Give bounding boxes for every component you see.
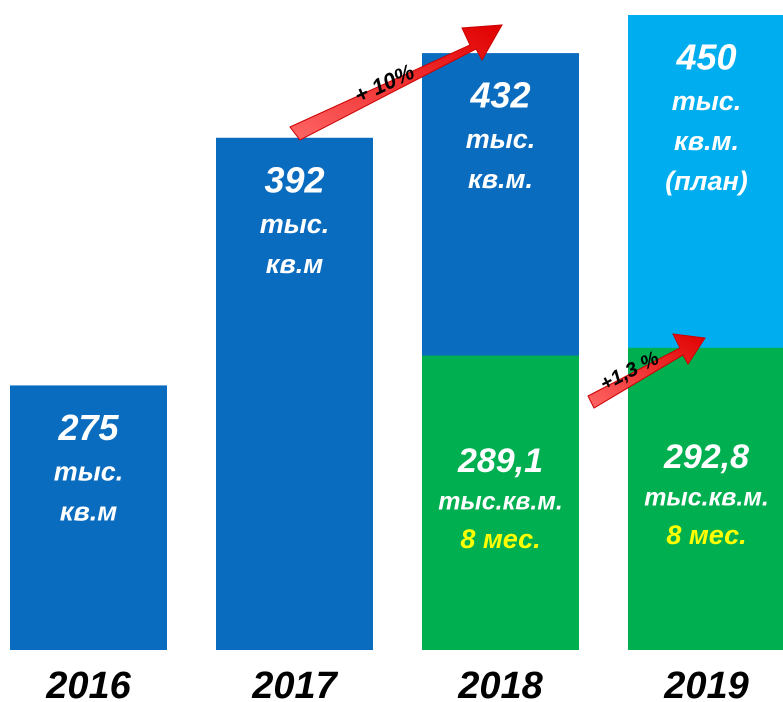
bar-value-label: 275	[57, 407, 119, 448]
x-tick-label: 2016	[45, 665, 131, 702]
arrow	[587, 333, 706, 409]
bar-value-label: 450	[675, 37, 736, 78]
overlay-value-label: 289,1	[457, 442, 543, 480]
overlay-unit-label: тыс.кв.м.	[644, 483, 769, 511]
bar	[10, 385, 167, 650]
overlay-period-label: 8 мес.	[666, 520, 746, 550]
arrow	[289, 24, 503, 141]
overlay-bar	[422, 355, 579, 650]
bar-unit-label: кв.м	[60, 497, 117, 527]
bar	[216, 137, 373, 650]
overlay-bar	[628, 347, 783, 650]
overlay-unit-label: тыс.кв.м.	[438, 487, 563, 515]
bar-unit-label: кв.м.	[674, 126, 739, 156]
bar-unit-label: тыс.	[466, 124, 536, 154]
bar-unit-label: тыс.	[54, 457, 124, 487]
bar-unit-label: кв.м	[266, 249, 323, 279]
bar-unit-label: тыс.	[672, 86, 742, 116]
bar-unit-label: кв.м.	[468, 164, 533, 194]
x-tick-label: 2017	[251, 665, 338, 702]
annotation: + 10%	[350, 59, 418, 108]
bar-unit-label: тыс.	[260, 209, 330, 239]
overlay-value-label: 292,8	[663, 438, 749, 476]
bar-unit-label: (план)	[665, 166, 748, 196]
bar-value-label: 392	[264, 159, 324, 200]
overlay-period-label: 8 мес.	[460, 524, 540, 554]
bar-value-label: 432	[469, 75, 530, 116]
x-tick-label: 2018	[457, 665, 543, 702]
x-tick-label: 2019	[663, 665, 749, 702]
